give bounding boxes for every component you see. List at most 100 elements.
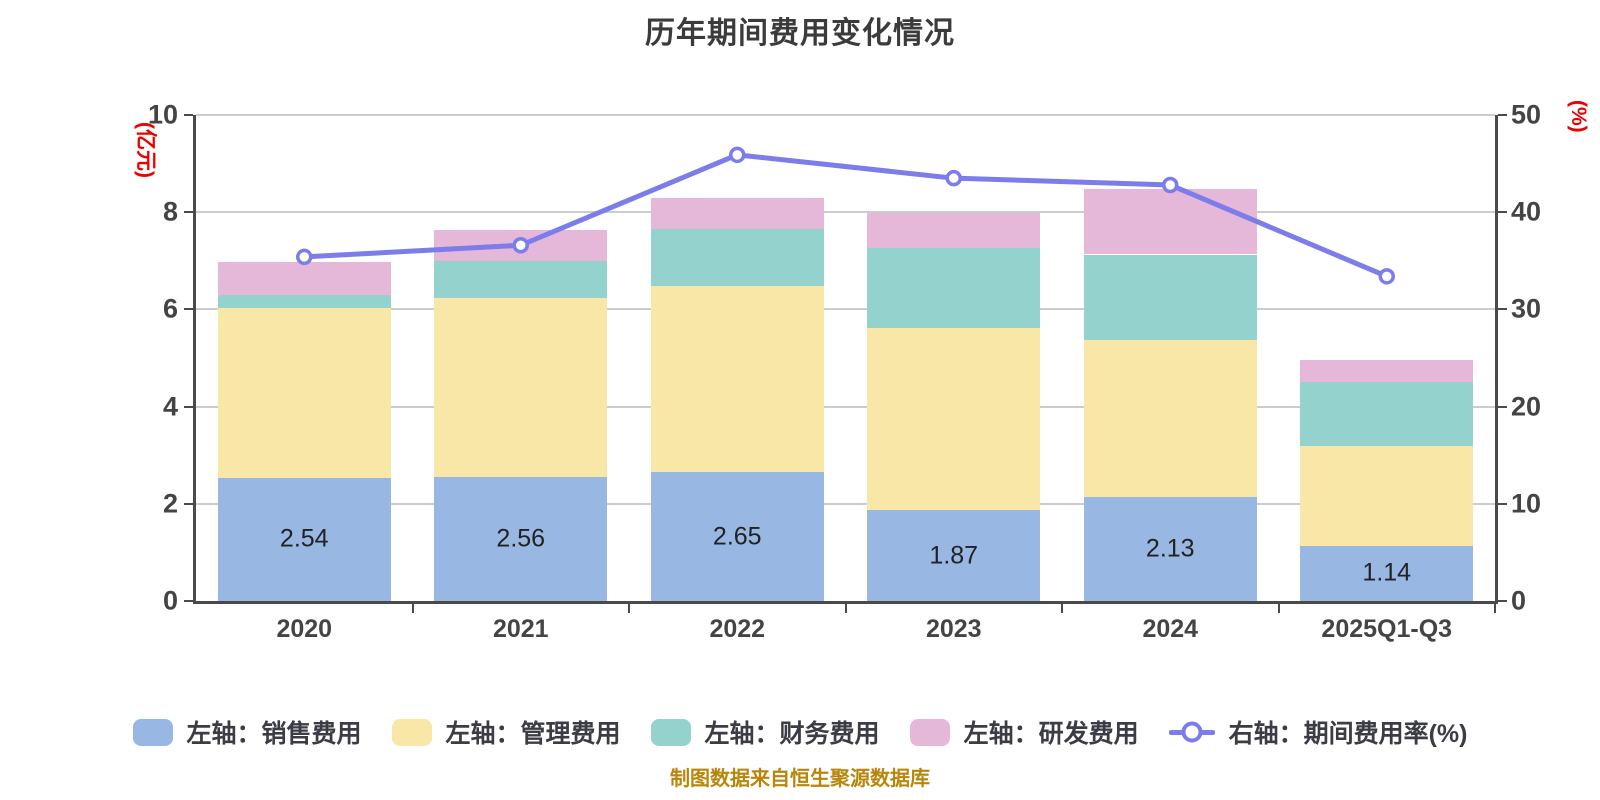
bar-value-label: 1.87 [929,541,979,570]
plot-area: 0 0 2 10 4 20 6 30 8 40 10 50 2020 2021 2022 2023 2024 20… [148,100,1541,644]
bar-segment[interactable] [1083,497,1257,601]
x-axis-tick [844,604,847,613]
right-axis-tick [1498,308,1507,311]
bar-segment[interactable] [217,262,391,295]
rate-line [301,152,1390,279]
bar-value-label: 2.65 [712,522,762,551]
line-marker[interactable]: 2021 右轴：期间费用率(%) 36.6 [512,236,529,254]
gridline [196,405,1495,408]
x-tick-label: 2022 [709,615,766,643]
bar-segment[interactable] [650,229,824,287]
legend-label: 左轴：研发费用 [963,720,1139,748]
bar-segment[interactable] [867,328,1041,511]
bar-segment[interactable] [434,261,608,299]
legend-swatch [650,718,691,746]
right-axis-tick [1498,211,1507,214]
x-tick-label: 2024 [1142,615,1199,643]
legend-label: 左轴：财务费用 [704,720,880,748]
x-axis-tick [411,604,414,613]
legend-item[interactable]: 左轴：管理费用 [391,714,621,750]
bar-segment[interactable] [1083,189,1257,255]
y-tick-label-left: 4 [162,391,178,422]
bar-segment[interactable] [434,476,608,601]
legend-swatch [909,718,950,746]
bar-segment[interactable] [867,510,1041,601]
left-axis-tick [184,211,193,214]
left-axis-line [193,115,196,601]
y-tick-label-right: 30 [1511,293,1542,324]
bar-segment[interactable] [1083,254,1257,340]
bar-value-label: 2.54 [279,524,329,553]
legend-swatch [132,718,173,746]
x-tick-label: 2020 [276,615,333,643]
bar-segment[interactable] [1300,360,1474,383]
y-tick-label-left: 2 [162,488,178,519]
rate-line-layer: 2020 右轴：期间费用率(%) 35.4 2021 右轴：期间费用率(%) 36… [296,146,1395,285]
bar-segment[interactable] [650,472,824,601]
x-axis-tick [628,604,630,613]
bar-segment[interactable] [1300,446,1474,546]
right-axis-tick [1498,600,1507,602]
left-axis-tick [184,405,193,408]
bar-value-label: 2.56 [496,524,546,553]
legend: 左轴：销售费用 左轴：管理费用 左轴：财务费用 左轴：研发费用 右轴：期间费用率(%) [0,706,1600,758]
y-tick-label-left: 0 [162,585,178,616]
legend-line-ring [1181,721,1203,743]
bar-segment[interactable] [650,197,824,230]
line-marker[interactable]: 2025Q1-Q3 右轴：期间费用率(%) 33.4 [1378,268,1395,285]
line-marker[interactable]: 2023 右轴：期间费用率(%) 43.5 [945,169,962,187]
gridline [196,502,1495,505]
x-tick-label: 2025Q1-Q3 [1321,615,1453,643]
right-axis-line [1495,115,1498,601]
legend-swatch [391,718,432,746]
line-marker[interactable]: 2022 右轴：期间费用率(%) 45.9 [729,146,746,164]
bar-value-label: 2.13 [1145,534,1195,563]
x-tick-label: 2023 [925,615,982,643]
legend-label: 右轴：期间费用率(%) [1228,720,1468,748]
bar-segment[interactable] [1083,339,1257,498]
y-tick-label-right: 20 [1511,391,1542,422]
bar-segment[interactable] [867,212,1041,249]
bar-segment[interactable] [1300,545,1474,601]
right-axis-tick [1498,405,1507,408]
y-tick-label-left: 8 [162,196,178,227]
line-marker[interactable]: 2020 右轴：期间费用率(%) 35.4 [296,248,313,266]
legend-item-line[interactable]: 右轴：期间费用率(%) [1168,714,1468,750]
legend-line-marker-icon [1168,719,1215,746]
x-axis-tick [1277,604,1280,613]
line-marker[interactable]: 2024 右轴：期间费用率(%) 42.8 [1162,176,1179,194]
bar-segment[interactable] [434,298,608,477]
y-tick-label-left: 6 [162,293,178,324]
x-axis-tick [1494,604,1496,613]
legend-item[interactable]: 左轴：研发费用 [909,714,1139,750]
left-axis-tick [184,114,193,116]
bar-segment[interactable] [217,308,391,478]
legend-label: 左轴：销售费用 [186,720,362,748]
left-axis-tick [184,502,193,505]
data-source-note: 制图数据来自恒生聚源数据库 [670,768,930,790]
y-tick-label-left: 10 [147,99,178,130]
bar-segment[interactable] [867,248,1041,329]
left-axis-tick [184,600,193,602]
y-tick-label-right: 40 [1511,196,1542,227]
y-tick-label-right: 10 [1511,488,1542,519]
bar-segment[interactable] [1300,382,1474,447]
legend-label: 左轴：管理费用 [445,720,621,748]
y-tick-label-right: 0 [1511,585,1527,616]
right-axis-tick [1498,114,1507,116]
legend-item[interactable]: 左轴：财务费用 [650,714,880,750]
gridline [196,308,1495,311]
right-axis-unit-label: (%) [1567,100,1590,133]
legend-item[interactable]: 左轴：销售费用 [132,714,362,750]
gridline [196,211,1495,214]
bar-segment[interactable] [650,286,824,473]
x-tick-label: 2021 [492,615,549,643]
y-tick-label-right: 50 [1511,99,1542,130]
x-axis-line [193,601,1498,604]
x-axis-tick [1061,604,1063,613]
bar-segment[interactable] [217,294,391,309]
right-axis-tick [1498,502,1507,505]
bar-segment[interactable] [217,477,391,601]
chart-title: 历年期间费用变化情况 [645,17,955,50]
